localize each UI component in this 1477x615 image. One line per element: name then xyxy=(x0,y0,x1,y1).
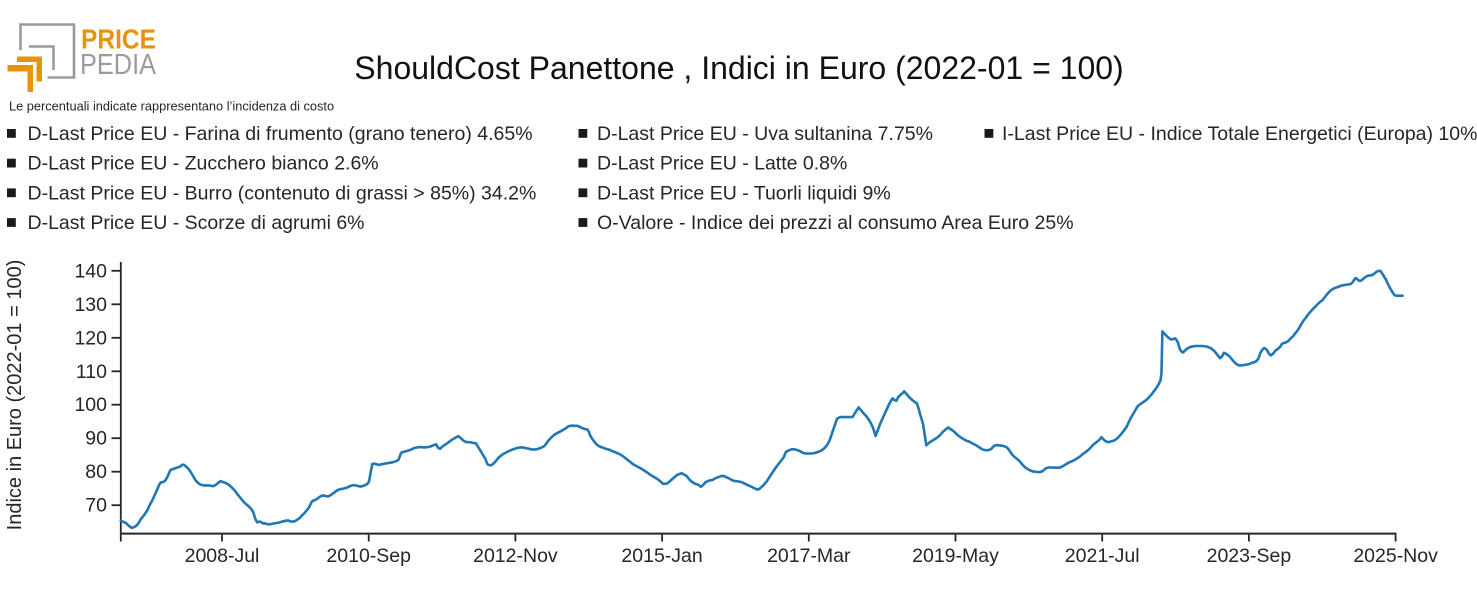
svg-text:2019-May: 2019-May xyxy=(912,545,999,567)
svg-text:140: 140 xyxy=(74,260,107,282)
svg-text:2008-Jul: 2008-Jul xyxy=(185,545,260,567)
svg-text:PRICE: PRICE xyxy=(81,24,156,55)
svg-text:D-Last Price EU - Latte 0.8%: D-Last Price EU - Latte 0.8% xyxy=(597,153,847,175)
svg-text:2021-Jul: 2021-Jul xyxy=(1065,545,1140,567)
svg-text:2017-Mar: 2017-Mar xyxy=(767,545,851,567)
svg-text:80: 80 xyxy=(85,461,107,483)
svg-text:120: 120 xyxy=(74,327,107,349)
svg-text:PEDIA: PEDIA xyxy=(80,49,156,81)
svg-text:130: 130 xyxy=(74,294,107,316)
svg-text:Indice in Euro (2022-01 = 100): Indice in Euro (2022-01 = 100) xyxy=(4,260,26,531)
svg-text:D-Last Price EU - Burro (conte: D-Last Price EU - Burro (contenuto di gr… xyxy=(28,182,537,204)
svg-text:2015-Jan: 2015-Jan xyxy=(621,545,702,567)
svg-text:D-Last Price EU - Zucchero bia: D-Last Price EU - Zucchero bianco 2.6% xyxy=(28,153,379,175)
svg-text:O-Valore - Indice dei prezzi a: O-Valore - Indice dei prezzi al consumo … xyxy=(597,212,1074,234)
svg-text:2012-Nov: 2012-Nov xyxy=(473,545,558,567)
svg-text:2010-Sep: 2010-Sep xyxy=(326,545,411,567)
svg-text:D-Last Price EU - Tuorli liqui: D-Last Price EU - Tuorli liquidi 9% xyxy=(597,182,891,204)
svg-text:100: 100 xyxy=(74,394,107,416)
svg-text:2023-Sep: 2023-Sep xyxy=(1207,545,1292,567)
svg-text:I-Last Price EU - Indice Total: I-Last Price EU - Indice Totale Energeti… xyxy=(1002,123,1477,145)
svg-text:110: 110 xyxy=(76,361,107,383)
svg-text:D-Last Price EU - Farina di fr: D-Last Price EU - Farina di frumento (gr… xyxy=(28,123,533,145)
svg-text:D-Last Price EU - Scorze di ag: D-Last Price EU - Scorze di agrumi 6% xyxy=(28,212,365,234)
svg-text:90: 90 xyxy=(85,428,107,450)
svg-text:2025-Nov: 2025-Nov xyxy=(1353,545,1438,567)
svg-text:ShouldCost Panettone , Indici: ShouldCost Panettone , Indici in Euro (2… xyxy=(354,50,1123,86)
svg-text:70: 70 xyxy=(85,495,107,517)
svg-text:D-Last Price EU - Uva sultanin: D-Last Price EU - Uva sultanina 7.75% xyxy=(597,123,933,145)
svg-text:Le percentuali indicate rappre: Le percentuali indicate rappresentano l’… xyxy=(9,99,334,114)
